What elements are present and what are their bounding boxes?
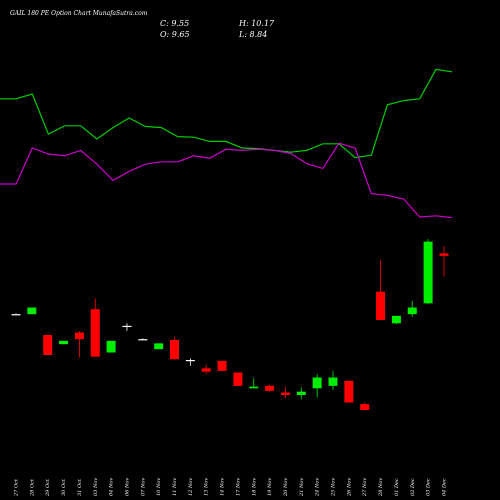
x-tick-label: 07 Nov: [140, 478, 146, 496]
x-tick-label: 17 Nov: [235, 478, 241, 496]
x-tick-label: 19 Nov: [267, 478, 273, 496]
x-tick-label: 12 Nov: [188, 478, 194, 496]
candle-body: [280, 392, 290, 395]
candle: [391, 315, 401, 325]
candle: [27, 307, 37, 315]
x-tick-label: 11 Nov: [172, 478, 178, 496]
candle-body: [265, 385, 275, 391]
candle: [249, 378, 259, 389]
x-tick-label: 31 Oct: [77, 478, 83, 496]
open-value: O: 9.65: [160, 30, 190, 39]
candle-body: [11, 314, 21, 316]
x-tick-label: 13 Nov: [204, 478, 210, 496]
candle: [90, 298, 100, 357]
candle: [170, 336, 179, 360]
candle: [439, 245, 449, 277]
candle: [265, 385, 275, 392]
candles: [11, 239, 449, 410]
candle-body: [312, 377, 322, 389]
candle-body: [296, 391, 306, 395]
candle: [296, 387, 306, 400]
x-tick-label: 10 Nov: [156, 478, 162, 496]
x-tick-label: 04 Dec: [441, 478, 447, 496]
x-tick-label: 20 Nov: [283, 478, 289, 497]
candle-body: [27, 307, 37, 315]
candle: [59, 340, 69, 345]
low-value: L: 8.84: [239, 30, 268, 39]
x-tick-label: 06 Nov: [124, 478, 130, 496]
candle-body: [217, 360, 227, 371]
indicator-lines: [0, 68, 453, 219]
candle-body: [360, 404, 370, 410]
candle: [43, 335, 53, 355]
x-tick-label: 24 Nov: [315, 478, 321, 497]
candle-body: [185, 360, 195, 362]
candle-body: [328, 377, 338, 386]
candle-body: [439, 253, 449, 256]
candle: [138, 338, 148, 341]
x-tick-label: 28 Oct: [29, 478, 35, 497]
candle-body: [201, 368, 211, 372]
candle: [280, 386, 290, 399]
x-tick-label: 27 Oct: [14, 478, 20, 497]
x-tick-label: 29 Oct: [45, 478, 51, 497]
candle: [201, 365, 211, 375]
candle-body: [170, 340, 179, 360]
x-tick-label: 30 Oct: [61, 478, 67, 496]
candle: [217, 360, 227, 371]
x-tick-label: 03 Nov: [93, 478, 99, 496]
candle: [360, 402, 370, 410]
x-axis-ticks: 27 Oct 28 Oct 29 Oct 30 Oct 31 Oct 03 Nov 04 N…: [14, 478, 448, 497]
candle-body: [138, 339, 148, 341]
x-tick-label: 26 Nov: [346, 478, 352, 497]
candle-body: [376, 291, 386, 320]
candle-body: [122, 325, 132, 328]
candle: [407, 300, 417, 317]
x-tick-label: 25 Nov: [331, 478, 337, 497]
candle: [344, 380, 354, 403]
candle-body: [233, 372, 243, 386]
candle-body: [249, 386, 259, 389]
candle-body: [423, 241, 433, 304]
x-tick-label: 02 Dec: [410, 478, 416, 496]
lower-indicator-line: [0, 142, 453, 219]
x-tick-label: 27 Nov: [362, 478, 368, 497]
candle: [74, 330, 84, 358]
candle: [423, 239, 433, 305]
x-tick-label: 04 Nov: [109, 478, 115, 496]
x-tick-label: 03 Dec: [426, 478, 432, 496]
candle-body: [344, 380, 354, 403]
close-value: C: 9.55: [160, 19, 190, 28]
high-value: H: 10.17: [239, 19, 275, 28]
x-tick-label: 21 Nov: [299, 478, 305, 497]
candle: [233, 372, 243, 386]
candle-body: [90, 309, 100, 357]
x-tick-label: 28 Nov: [378, 478, 384, 497]
candle: [11, 313, 21, 316]
candle-body: [74, 332, 84, 340]
candle-body: [407, 307, 417, 315]
candle: [376, 260, 386, 320]
x-tick-label: 18 Nov: [251, 478, 257, 496]
candle: [122, 323, 132, 331]
x-tick-label: 01 Dec: [394, 478, 400, 496]
candle-body: [59, 340, 69, 345]
candle-body: [154, 343, 164, 350]
upper-indicator-line: [0, 68, 453, 159]
candle-body: [43, 335, 53, 355]
candle: [185, 358, 195, 366]
candle-body: [106, 340, 116, 353]
candle: [106, 340, 116, 353]
candle: [154, 343, 164, 350]
x-tick-label: 14 Nov: [220, 478, 226, 496]
candle: [312, 374, 322, 398]
candle: [328, 370, 338, 390]
chart-title: GAIL 180 PE Option Chart MunafaSutra.com: [10, 10, 148, 17]
candle-body: [391, 315, 401, 324]
